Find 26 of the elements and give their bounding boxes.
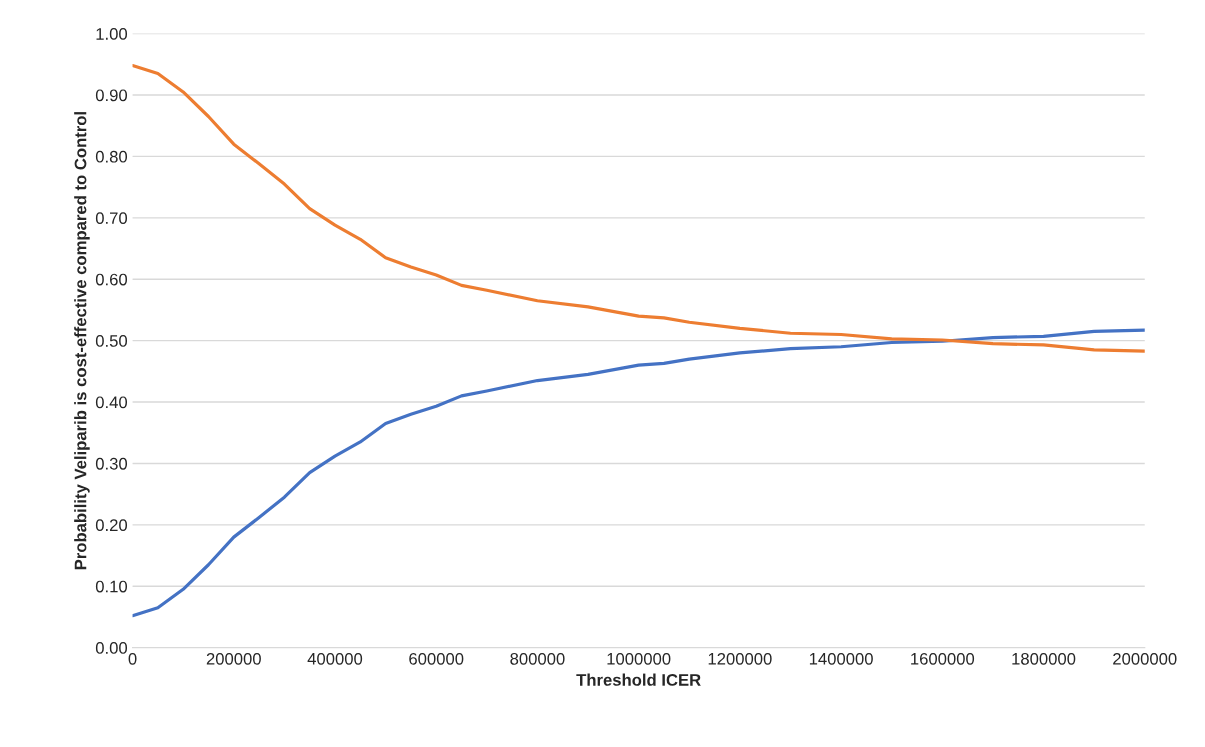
x-axis-title: Threshold ICER <box>576 673 701 686</box>
y-tick-label: 0.70 <box>95 212 128 225</box>
y-tick-label: 0.00 <box>95 642 128 654</box>
y-tick-label: 0.40 <box>95 396 128 409</box>
x-tick-label: 400000 <box>307 652 363 665</box>
x-tick-label: 0 <box>128 652 137 665</box>
y-tick-label: 0.20 <box>95 519 128 532</box>
x-tick-label: 600000 <box>409 652 464 665</box>
y-tick-label: 1.00 <box>96 28 128 40</box>
line-series <box>132 63 1145 353</box>
y-axis-title: Probability Veliparib is cost-effective compared to Control <box>74 112 90 570</box>
y-tick-label: 0.50 <box>95 335 128 347</box>
y-tick-label: 0.90 <box>95 89 128 102</box>
x-tick-label: 1400000 <box>809 652 873 665</box>
x-tick-label: 800000 <box>510 652 565 665</box>
x-tick-label: 1600000 <box>911 652 975 665</box>
x-tick-label: 1000000 <box>607 652 671 665</box>
x-tick-label: 2000000 <box>1113 652 1177 665</box>
x-tick-label: 1800000 <box>1012 652 1076 665</box>
x-tick-label: 200000 <box>206 652 261 665</box>
y-tick-label: 0.80 <box>95 150 128 163</box>
y-tick-label: 0.30 <box>95 457 128 470</box>
line-series <box>132 328 1145 618</box>
x-tick-label: 1200000 <box>708 652 772 665</box>
y-tick-label: 0.10 <box>95 580 128 593</box>
y-tick-label: 0.60 <box>95 273 128 286</box>
